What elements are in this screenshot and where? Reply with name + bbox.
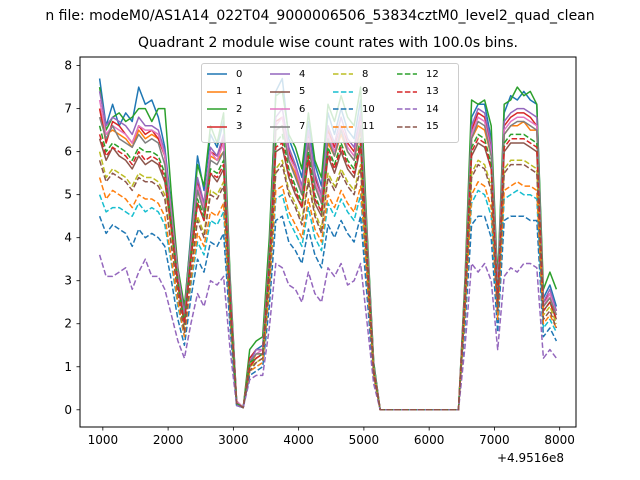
- legend-swatch: [270, 90, 290, 93]
- legend-label: 12: [426, 68, 439, 80]
- chart-legend: 0 1 2 3 4 5 6 7 8 9 10 11 12 13 14 15: [201, 63, 459, 143]
- legend-swatch: [333, 125, 353, 128]
- legend-label: 9: [362, 86, 369, 97]
- legend-item-3: 3: [206, 119, 242, 135]
- x-tick-label: 7000: [479, 433, 510, 447]
- legend-item-2: 2: [206, 101, 242, 117]
- legend-item-12: 12: [396, 66, 439, 82]
- legend-swatch: [333, 108, 353, 110]
- figure-suptitle: n file: modeM0/AS1A14_022T04_9000006506_…: [45, 8, 595, 24]
- legend-item-4: 4: [269, 66, 305, 82]
- legend-label: 14: [426, 103, 439, 115]
- legend-swatch: [207, 125, 227, 128]
- legend-item-7: 7: [269, 119, 305, 135]
- series-line-12: [98, 125, 558, 411]
- legend-swatch: [333, 73, 353, 75]
- legend-swatch: [207, 90, 227, 93]
- series-line-8: [98, 151, 558, 411]
- y-tick-label: 0: [64, 403, 72, 417]
- x-axis: 1000 2000 3000 4000 5000 6000 7000 8000: [88, 427, 575, 447]
- legend-swatch: [207, 108, 227, 110]
- y-tick-label: 4: [64, 231, 72, 245]
- y-tick-label: 2: [64, 317, 72, 331]
- y-axis: 0 1 2 3 4 5 6 7 8: [64, 59, 80, 417]
- legend-label: 11: [362, 121, 375, 132]
- legend-label: 15: [426, 121, 439, 132]
- x-tick-label: 3000: [218, 433, 249, 447]
- series-line-13: [98, 134, 558, 411]
- legend-label: 8: [362, 68, 369, 80]
- legend-label: 2: [236, 103, 243, 115]
- series-line-15: [98, 160, 558, 411]
- series-line-10: [98, 215, 558, 411]
- legend-item-14: 14: [396, 101, 439, 117]
- x-axis-offset-label: +4.9516e8: [497, 451, 565, 465]
- legend-swatch: [333, 90, 353, 93]
- legend-label: 4: [299, 68, 306, 80]
- legend-swatch: [270, 125, 290, 128]
- y-tick-label: 3: [64, 274, 72, 288]
- legend-label: 1: [236, 86, 243, 97]
- legend-swatch: [397, 90, 417, 93]
- series-line-14: [98, 254, 557, 411]
- y-tick-label: 5: [64, 188, 72, 202]
- legend-swatch: [397, 125, 417, 128]
- chart-title: Quadrant 2 module wise count rates with …: [138, 35, 518, 51]
- legend-item-11: 11: [332, 119, 375, 135]
- series-line-11: [98, 177, 558, 411]
- legend-item-5: 5: [269, 84, 305, 100]
- legend-label: 3: [236, 121, 243, 132]
- y-tick-label: 7: [64, 102, 72, 116]
- y-tick-label: 6: [64, 145, 72, 159]
- legend-label: 7: [299, 121, 306, 132]
- x-tick-label: 2000: [153, 433, 184, 447]
- legend-swatch: [270, 73, 290, 75]
- legend-swatch: [270, 108, 290, 110]
- legend-label: 13: [426, 86, 439, 97]
- legend-item-1: 1: [206, 84, 242, 100]
- x-tick-label: 4000: [283, 433, 314, 447]
- x-tick-label: 5000: [349, 433, 380, 447]
- legend-item-8: 8: [332, 66, 368, 82]
- x-tick-label: 6000: [414, 433, 445, 447]
- legend-item-9: 9: [332, 84, 368, 100]
- legend-swatch: [397, 108, 417, 110]
- legend-label: 10: [362, 103, 375, 115]
- legend-label: 5: [299, 86, 306, 97]
- legend-item-10: 10: [332, 101, 375, 117]
- y-tick-label: 8: [64, 59, 72, 73]
- x-tick-label: 8000: [544, 433, 575, 447]
- legend-label: 6: [299, 103, 306, 115]
- legend-swatch: [207, 73, 227, 75]
- x-tick-label: 1000: [88, 433, 119, 447]
- legend-label: 0: [236, 68, 243, 80]
- series-layer: [98, 77, 558, 411]
- plot-area-frame: [79, 56, 577, 428]
- legend-item-13: 13: [396, 84, 439, 100]
- legend-item-6: 6: [269, 101, 305, 117]
- y-tick-label: 1: [64, 360, 72, 374]
- legend-item-0: 0: [206, 66, 242, 82]
- legend-swatch: [397, 73, 417, 75]
- legend-item-15: 15: [396, 119, 439, 135]
- series-line-9: [98, 189, 558, 411]
